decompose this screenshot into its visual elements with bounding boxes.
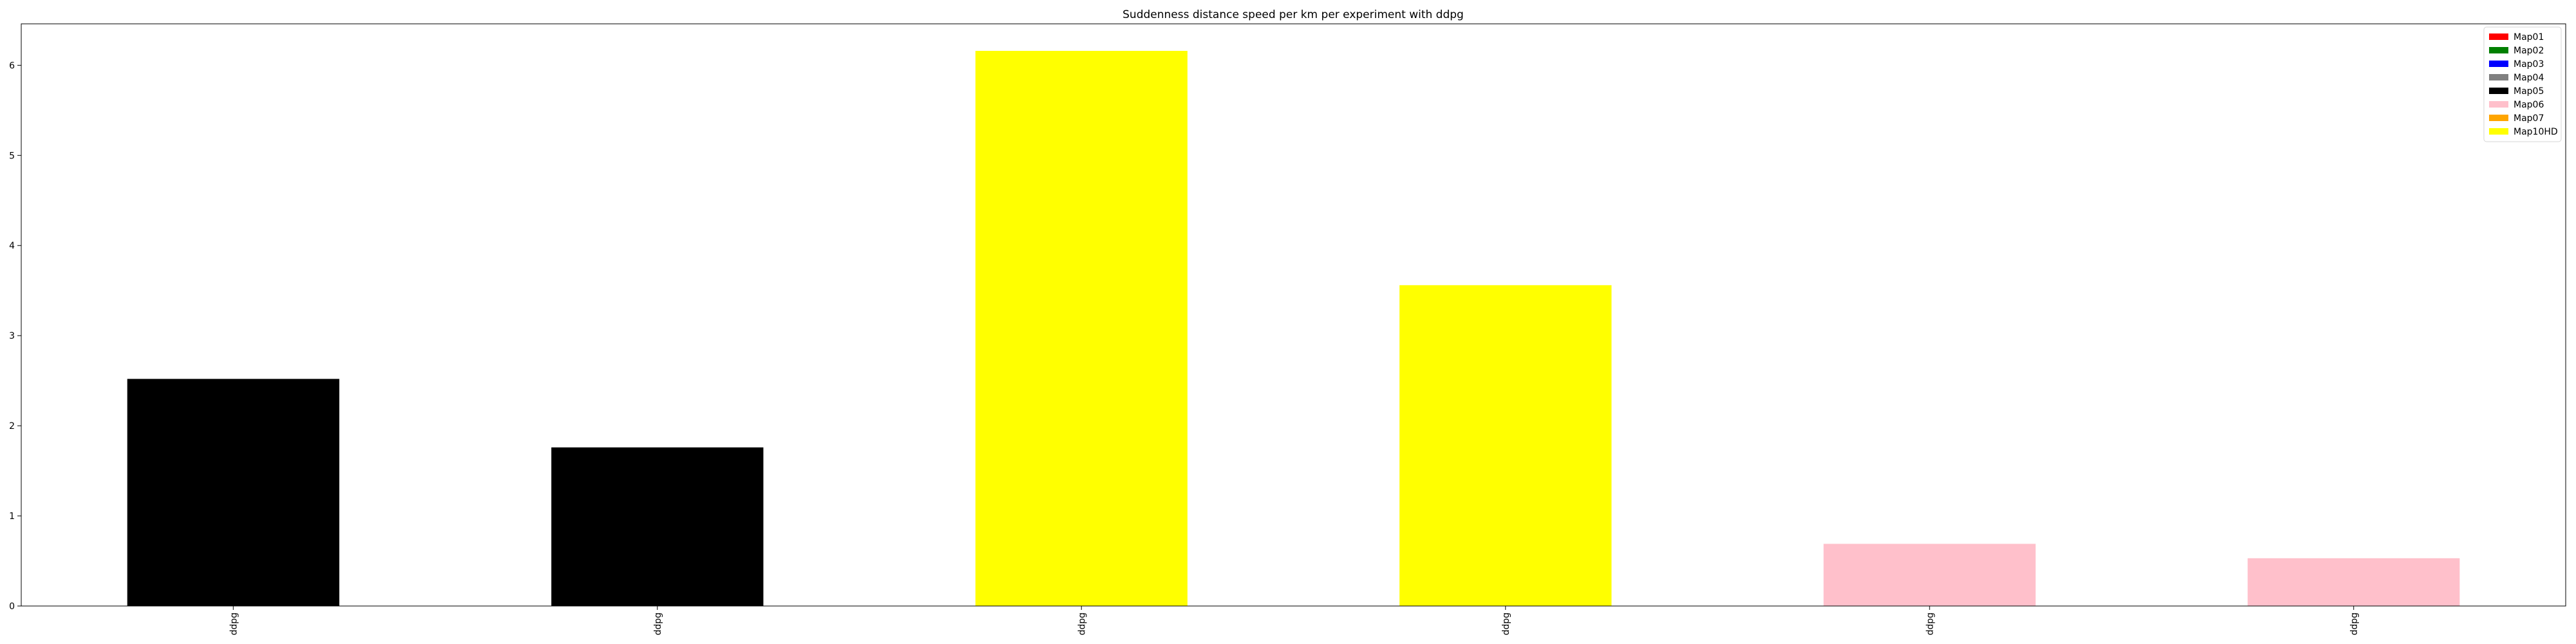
plot-frame (21, 23, 2566, 607)
legend-label: Map05 (2514, 86, 2544, 97)
legend-label: Map01 (2514, 32, 2544, 43)
legend-swatch (2489, 33, 2508, 40)
y-tick-label: 6 (9, 61, 15, 71)
legend-swatch (2489, 74, 2508, 80)
plot-area: 0 1 2 3 4 5 6 ddpg ddpg ddpg ddpg ddpg ddpg (9, 23, 2566, 636)
x-tick-label: ddpg (229, 612, 239, 636)
chart-title: Suddenness distance speed per km per exp… (1122, 8, 1464, 21)
legend-label: Map10HD (2514, 127, 2558, 137)
y-tick-label: 3 (9, 331, 15, 341)
y-tick-label: 2 (9, 421, 15, 431)
legend-label: Map07 (2514, 113, 2544, 124)
legend-swatch (2489, 61, 2508, 67)
legend-label: Map02 (2514, 46, 2544, 56)
bar-5 (1823, 544, 2036, 606)
legend-swatch (2489, 115, 2508, 121)
x-tick-label: ddpg (1925, 612, 1935, 636)
legend-label: Map04 (2514, 73, 2544, 83)
x-tick-label: ddpg (653, 612, 663, 636)
legend: Map01 Map02 Map03 Map04 Map05 Map06 Map07 Map10… (2483, 26, 2562, 142)
bar-3 (975, 50, 1188, 606)
legend-box (2483, 26, 2562, 142)
legend-label: Map03 (2514, 59, 2544, 70)
bar-2 (551, 447, 764, 606)
legend-swatch (2489, 88, 2508, 94)
x-tick-label: ddpg (2349, 612, 2360, 636)
x-tick-label: ddpg (1077, 612, 1087, 636)
y-tick-label: 0 (9, 601, 15, 612)
bar-6 (2248, 558, 2460, 606)
y-tick-label: 4 (9, 241, 15, 251)
legend-swatch (2489, 47, 2508, 53)
legend-swatch (2489, 101, 2508, 108)
x-tick-label: ddpg (1501, 612, 1511, 636)
y-tick-label: 1 (9, 511, 15, 522)
bar-4 (1399, 285, 1612, 606)
legend-label: Map06 (2514, 100, 2544, 110)
legend-swatch (2489, 128, 2508, 135)
y-tick-label: 5 (9, 151, 15, 161)
bar-1 (127, 379, 339, 606)
